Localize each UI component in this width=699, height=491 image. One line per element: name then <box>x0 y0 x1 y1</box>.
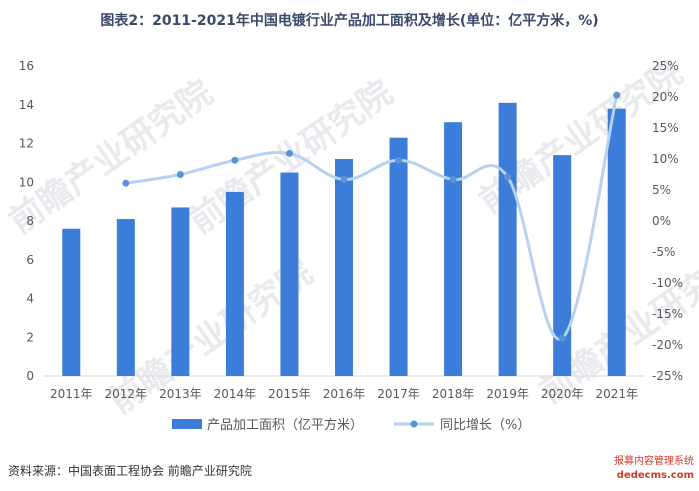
growth-point <box>558 334 566 342</box>
growth-point <box>395 156 403 164</box>
y-right-tick-label: -10% <box>652 276 683 290</box>
growth-point <box>449 175 457 183</box>
bar <box>280 172 299 376</box>
y-left-tick-label: 16 <box>19 59 34 73</box>
x-tick-label: 2013年 <box>159 387 202 401</box>
y-right-tick-label: 20% <box>652 90 679 104</box>
legend-line-label: 同比增长（%） <box>440 418 530 433</box>
y-right-tick-label: 10% <box>652 152 679 166</box>
growth-point <box>285 149 293 157</box>
y-left-tick-label: 6 <box>26 253 34 267</box>
stamp-line1: 报募内容管理系统 <box>614 456 694 467</box>
x-tick-label: 2020年 <box>541 387 584 401</box>
growth-line <box>125 94 619 341</box>
y-right-tick-label: -5% <box>652 245 675 259</box>
x-tick-label: 2018年 <box>432 387 475 401</box>
growth-point <box>340 175 348 183</box>
y-right-tick-label: 25% <box>652 59 679 73</box>
x-tick-label: 2019年 <box>486 387 529 401</box>
y-right-tick-label: -20% <box>652 338 683 352</box>
bar <box>553 155 572 376</box>
growth-point <box>231 156 239 164</box>
y-left-tick-label: 14 <box>19 98 34 112</box>
legend-bar-label: 产品加工面积（亿平方米） <box>207 417 363 433</box>
y-left-tick-label: 0 <box>26 369 34 383</box>
y-left-tick-label: 10 <box>19 175 34 189</box>
chart-title: 图表2：2011-2021年中国电镀行业产品加工面积及增长(单位：亿平方米，%) <box>100 13 599 29</box>
bar <box>335 159 353 376</box>
x-tick-label: 2011年 <box>50 387 93 401</box>
y-left-tick-label: 2 <box>26 330 34 344</box>
y-right-tick-label: 0% <box>652 214 671 228</box>
bar <box>62 228 81 376</box>
legend-bar-swatch <box>172 419 202 429</box>
bar <box>389 137 408 376</box>
x-tick-label: 2014年 <box>214 387 257 401</box>
y-right-tick-label: 5% <box>652 183 671 197</box>
growth-point <box>613 91 621 99</box>
y-left-tick-label: 8 <box>26 214 34 228</box>
y-right-tick-label: -15% <box>652 307 683 321</box>
bar <box>498 102 517 376</box>
x-tick-label: 2015年 <box>268 387 311 401</box>
x-tick-label: 2012年 <box>105 387 148 401</box>
site-stamp: 报募内容管理系统 dedecms.com <box>578 451 694 487</box>
bar <box>116 219 135 376</box>
bar <box>171 207 190 376</box>
bar <box>225 191 244 376</box>
source-note: 资料来源：中国表面工程协会 前瞻产业研究院 <box>8 464 252 478</box>
x-tick-label: 2017年 <box>377 387 420 401</box>
y-right-tick-label: -25% <box>652 369 683 383</box>
y-right-tick-label: 15% <box>652 121 679 135</box>
legend-line-marker <box>410 420 418 428</box>
combo-chart: 0 2 4 6 8 10 12 14 16 -25% -20% -15% -10% -5% 0% 5% 10% 1… <box>19 59 683 433</box>
bar <box>444 122 463 376</box>
bar <box>607 108 626 376</box>
x-tick-label: 2021年 <box>595 387 638 401</box>
stamp-line2: dedecms.com <box>616 470 694 481</box>
y-left-tick-label: 12 <box>19 137 34 151</box>
x-tick-label: 2016年 <box>323 387 366 401</box>
y-left-tick-label: 4 <box>26 292 34 306</box>
growth-point <box>176 171 184 178</box>
growth-point <box>504 173 512 181</box>
growth-point <box>122 179 130 187</box>
